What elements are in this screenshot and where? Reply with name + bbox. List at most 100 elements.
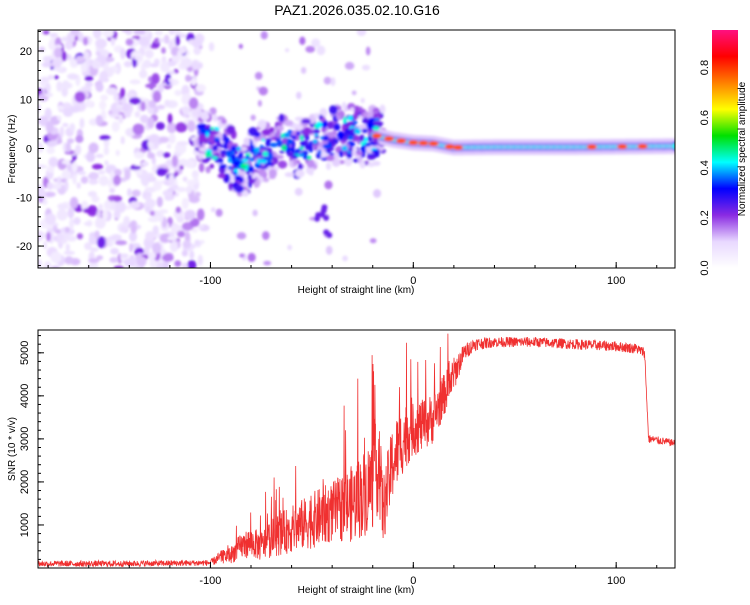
heatmap-cell	[263, 177, 270, 183]
heatmap-cell	[111, 121, 120, 132]
heatmap-cell	[64, 180, 69, 192]
heatmap-cell	[333, 123, 341, 131]
heatmap-cell	[452, 144, 463, 150]
heatmap-cell	[344, 156, 353, 167]
heatmap-cell	[309, 140, 313, 148]
heatmap-cell	[263, 260, 272, 266]
heatmap-cell	[81, 200, 89, 211]
heatmap-cell	[210, 127, 215, 131]
heatmap-cell	[351, 147, 358, 153]
heatmap-cell	[212, 145, 218, 152]
heatmap-cell	[76, 233, 84, 240]
heatmap-cell	[95, 115, 103, 125]
heatmap-cell	[230, 154, 236, 162]
heatmap-cell	[218, 160, 224, 164]
heatmap-cell	[71, 161, 78, 173]
heatmap-cell	[287, 129, 293, 135]
heatmap-cell	[301, 118, 311, 124]
heatmap-cell	[347, 115, 354, 121]
heatmap-cell	[243, 137, 251, 146]
heatmap-cell	[102, 30, 114, 38]
spectrogram-y-tick-label: -10	[16, 192, 32, 204]
heatmap-cell	[617, 144, 628, 150]
heatmap-cell	[152, 242, 162, 254]
heatmap-cell	[61, 169, 72, 181]
heatmap-cell	[145, 83, 157, 89]
heatmap-cell	[83, 208, 95, 214]
heatmap-cell	[281, 144, 287, 151]
heatmap-cell	[314, 133, 318, 137]
heatmap-cell	[182, 240, 192, 249]
spectrogram-x-label: Height of straight line (km)	[298, 285, 415, 296]
heatmap-cell	[110, 247, 119, 255]
heatmap-cell	[134, 111, 141, 118]
heatmap-cell	[299, 36, 306, 45]
heatmap-cell	[75, 55, 85, 64]
heatmap-cell	[200, 112, 210, 121]
heatmap-cell	[82, 37, 89, 46]
heatmap-cell	[95, 153, 104, 158]
heatmap-cell	[338, 134, 343, 139]
heatmap-cell	[43, 240, 48, 250]
heatmap-cell	[119, 253, 129, 258]
heatmap-cell	[305, 45, 316, 53]
heatmap-cell	[151, 73, 160, 85]
heatmap-cell	[347, 135, 355, 140]
heatmap-cell	[251, 174, 257, 179]
heatmap-cell	[320, 207, 327, 214]
heatmap-cell	[306, 155, 312, 160]
heatmap-cell	[148, 99, 157, 109]
heatmap-cell	[299, 152, 305, 157]
heatmap-cell	[56, 209, 68, 221]
heatmap-cell	[177, 230, 185, 238]
heatmap-cell	[362, 117, 369, 124]
heatmap-cell	[151, 156, 156, 165]
heatmap-cell	[342, 255, 348, 262]
heatmap-cell	[295, 148, 302, 153]
heatmap-cell	[326, 232, 333, 239]
heatmap-cell	[328, 105, 338, 115]
spectrogram-heatmap	[38, 30, 675, 268]
heatmap-cell	[259, 144, 264, 149]
heatmap-cell	[44, 92, 54, 97]
heatmap-cell	[73, 217, 81, 225]
colorbar-tick-label: 0.2	[699, 210, 711, 225]
heatmap-cell	[234, 184, 244, 193]
heatmap-cell	[242, 158, 249, 163]
heatmap-cell	[129, 97, 141, 105]
heatmap-cell	[373, 189, 382, 198]
heatmap-cell	[343, 136, 347, 142]
heatmap-cell	[121, 30, 131, 33]
heatmap-cell	[295, 169, 305, 178]
heatmap-cell	[332, 115, 338, 123]
heatmap-cell	[672, 143, 675, 150]
heatmap-cell	[323, 214, 330, 221]
heatmap-cell	[367, 162, 375, 168]
heatmap-cell	[212, 114, 218, 122]
heatmap-cell	[359, 141, 366, 146]
heatmap-cell	[129, 165, 142, 170]
heatmap-cell	[238, 152, 244, 160]
heatmap-cell	[140, 114, 149, 124]
heatmap-cell	[179, 165, 184, 170]
heatmap-cell	[190, 227, 199, 233]
heatmap-cell	[88, 142, 99, 154]
heatmap-cell	[269, 142, 278, 148]
heatmap-cell	[94, 230, 100, 240]
heatmap-cell	[261, 128, 272, 136]
heatmap-cell	[349, 127, 356, 134]
heatmap-cell	[64, 226, 70, 234]
heatmap-cell	[123, 61, 133, 68]
heatmap-cell	[239, 253, 245, 258]
heatmap-cell	[226, 124, 236, 135]
heatmap-cell	[194, 239, 201, 246]
heatmap-cell	[180, 57, 192, 69]
heatmap-cell	[148, 134, 160, 144]
heatmap-cell	[140, 174, 150, 187]
heatmap-cell	[369, 238, 377, 244]
heatmap-cell	[313, 112, 320, 118]
heatmap-cell	[65, 243, 70, 252]
heatmap-cell	[144, 49, 154, 59]
heatmap-cell	[61, 80, 70, 90]
heatmap-cell	[133, 30, 146, 35]
